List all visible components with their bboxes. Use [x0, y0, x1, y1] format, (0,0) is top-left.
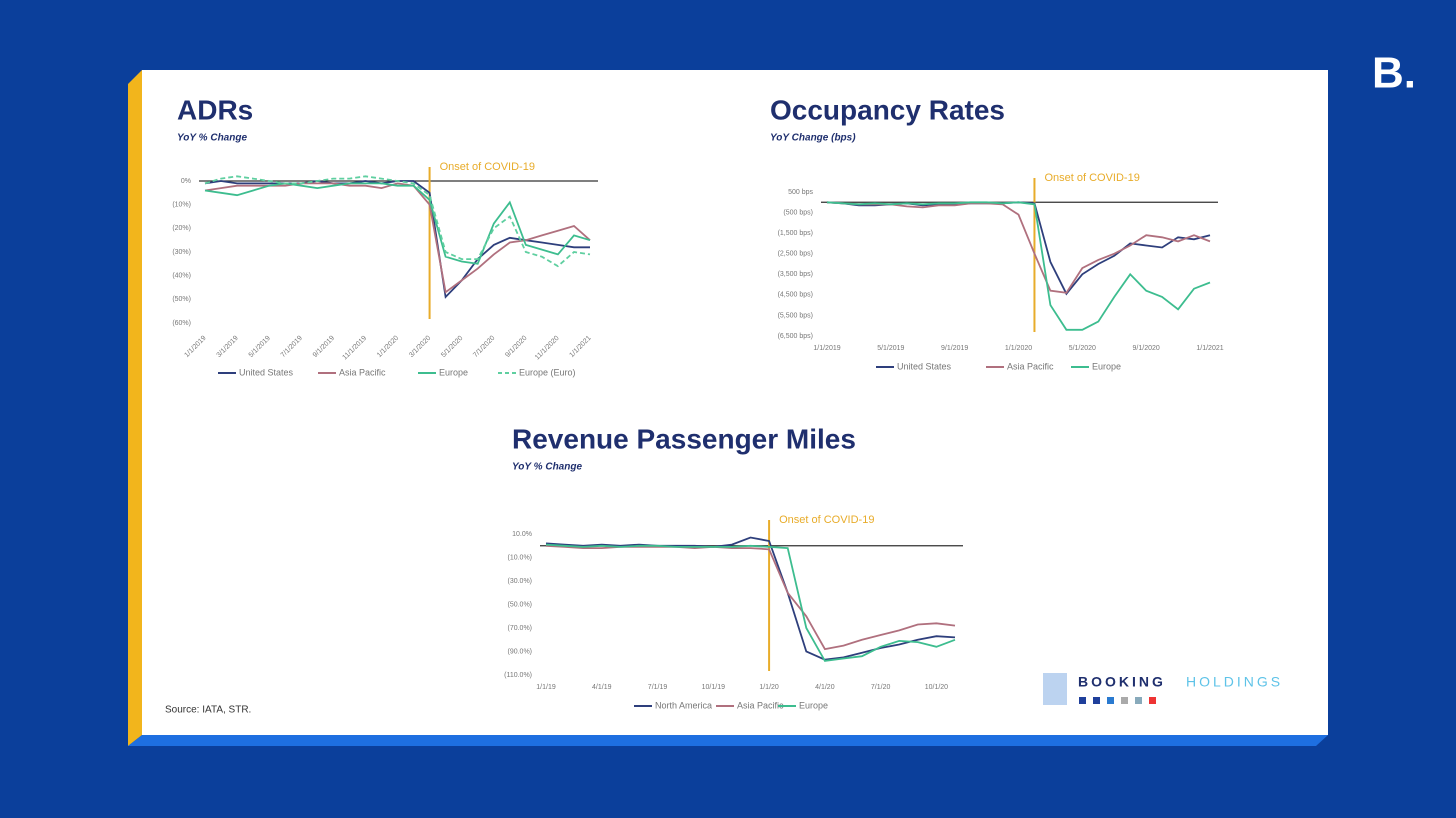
y-tick-label: (90.0%) — [507, 648, 532, 655]
y-tick-label: (60%) — [172, 320, 191, 327]
legend-label: Europe — [799, 700, 828, 710]
chart-subtitle: YoY % Change — [177, 133, 247, 144]
series-line — [545, 543, 956, 662]
x-tick-label: 4/1/19 — [592, 684, 612, 691]
legend-label: North America — [655, 700, 712, 710]
legend-label: United States — [897, 361, 952, 371]
annotation: Onset of COVID-19 — [779, 514, 874, 526]
legend-label: Asia Pacific — [1007, 361, 1054, 371]
x-tick-label: 10/1/20 — [925, 684, 948, 691]
logo-brands — [1079, 697, 1156, 704]
chart-title: ADRs — [177, 94, 253, 125]
y-tick-label: (30.0%) — [507, 578, 532, 585]
series-line — [826, 201, 1211, 331]
y-tick-label: (30%) — [172, 249, 191, 256]
y-tick-label: 0% — [181, 178, 191, 185]
y-tick-label: 10.0% — [512, 531, 532, 538]
y-tick-label: 500 bps — [788, 189, 813, 196]
annotation: Onset of COVID-19 — [440, 161, 535, 173]
source: Source: IATA, STR. — [165, 705, 251, 716]
legend-label: Europe (Euro) — [519, 367, 576, 377]
y-tick-label: (110.0%) — [504, 672, 532, 679]
y-tick-label: (1,500 bps) — [778, 230, 813, 237]
series-line — [204, 175, 591, 268]
series-line — [545, 536, 956, 661]
x-tick-label: 9/1/2020 — [1133, 345, 1160, 352]
logo-mark — [1043, 673, 1067, 705]
brand-icon — [1079, 697, 1086, 704]
y-tick-label: (50.0%) — [507, 601, 532, 608]
chart-subtitle: YoY Change (bps) — [770, 133, 856, 144]
chart-subtitle: YoY % Change — [512, 462, 582, 473]
brand-icon — [1121, 697, 1128, 704]
logo-name: BOOKING — [1078, 674, 1166, 690]
legend-label: United States — [239, 367, 294, 377]
x-tick-label: 1/1/20 — [759, 684, 779, 691]
x-tick-label: 9/1/2019 — [941, 345, 968, 352]
y-tick-label: (20%) — [172, 225, 191, 232]
x-tick-label: 7/1/20 — [871, 684, 891, 691]
x-tick-label: 1/1/2019 — [813, 345, 840, 352]
x-tick-label: 10/1/19 — [702, 684, 725, 691]
brand-icon — [1135, 697, 1142, 704]
slide-edge-bottom — [128, 735, 1328, 746]
y-tick-label: (40%) — [172, 273, 191, 280]
y-tick-label: (3,500 bps) — [778, 271, 813, 278]
brand-icon — [1149, 697, 1156, 704]
legend-label: Europe — [1092, 361, 1121, 371]
logo-name: HOLDINGS — [1186, 674, 1283, 690]
y-tick-label: (5,500 bps) — [778, 312, 813, 319]
logo-icon — [1043, 673, 1067, 705]
brand-icon — [1107, 697, 1114, 704]
y-tick-label: (70.0%) — [507, 625, 532, 632]
brand: B. — [1372, 49, 1416, 98]
chart-title: Revenue Passenger Miles — [512, 423, 856, 454]
x-tick-label: 1/1/19 — [536, 684, 556, 691]
y-tick-label: (10%) — [172, 202, 191, 209]
y-tick-label: (10.0%) — [507, 554, 532, 561]
y-tick-label: (500 bps) — [783, 209, 813, 216]
x-tick-label: 5/1/2019 — [877, 345, 904, 352]
chart-title: Occupancy Rates — [770, 94, 1005, 125]
y-tick-label: (4,500 bps) — [778, 292, 813, 299]
slide-edge-left — [128, 70, 142, 746]
x-tick-label: 1/1/2021 — [1196, 345, 1223, 352]
legend-label: Asia Pacific — [339, 367, 386, 377]
legend-label: Europe — [439, 367, 468, 377]
legend-label: Asia Pacific — [737, 700, 784, 710]
y-tick-label: (2,500 bps) — [778, 251, 813, 258]
x-tick-label: 1/1/2020 — [1005, 345, 1032, 352]
brand-icon — [1093, 697, 1100, 704]
y-tick-label: (6,500 bps) — [778, 333, 813, 340]
x-tick-label: 5/1/2020 — [1069, 345, 1096, 352]
series-line — [204, 182, 591, 265]
annotation: Onset of COVID-19 — [1044, 172, 1139, 184]
slide-page — [142, 70, 1328, 735]
x-tick-label: 4/1/20 — [815, 684, 835, 691]
x-tick-label: 7/1/19 — [648, 684, 668, 691]
y-tick-label: (50%) — [172, 296, 191, 303]
